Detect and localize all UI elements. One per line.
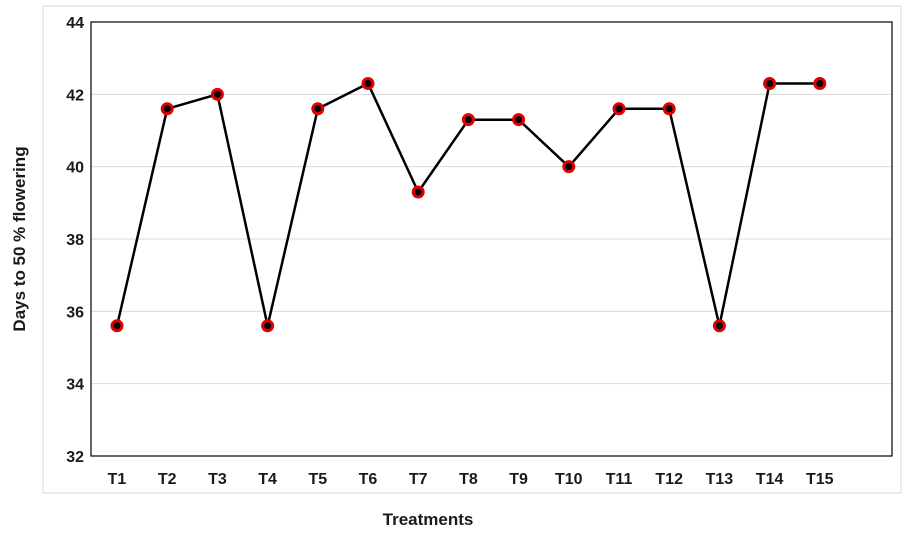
x-tick-label: T5 [308, 471, 327, 488]
y-tick-label: 32 [66, 449, 84, 466]
data-point [311, 102, 325, 116]
x-tick-label: T7 [409, 471, 428, 488]
data-point [210, 87, 224, 101]
y-tick-label: 36 [66, 304, 84, 321]
x-tick-label: T4 [258, 471, 277, 488]
x-axis-title: Treatments [383, 510, 474, 529]
x-tick-label: T6 [359, 471, 378, 488]
y-tick-label: 34 [66, 377, 84, 394]
x-tick-label: T15 [806, 471, 834, 488]
x-tick-label: T8 [459, 471, 478, 488]
data-point [712, 319, 726, 333]
data-point [763, 76, 777, 90]
y-tick-label: 38 [66, 232, 84, 249]
y-tick-label: 42 [66, 87, 84, 104]
x-tick-label: T2 [158, 471, 177, 488]
data-point [461, 113, 475, 127]
y-tick-label: 40 [66, 160, 84, 177]
x-tick-label: T11 [606, 471, 633, 488]
series-layer [110, 76, 827, 333]
data-point [160, 102, 174, 116]
data-point [361, 76, 375, 90]
data-point [512, 113, 526, 127]
x-axis-ticks: T1 T2 T3 T4 T5 T6 T7 T8 T9 T10 T11 T12 T13 T14 T15 [108, 471, 834, 488]
y-axis-title: Days to 50 % flowering [10, 146, 29, 331]
data-point [662, 102, 676, 116]
data-point [411, 185, 425, 199]
data-point [813, 76, 827, 90]
chart-area-border [42, 5, 902, 494]
data-point [562, 160, 576, 174]
gridlines [91, 93, 892, 385]
x-tick-label: T13 [706, 471, 734, 488]
data-point [612, 102, 626, 116]
x-tick-label: T9 [509, 471, 528, 488]
data-point [110, 319, 124, 333]
plot-area-frame [90, 21, 893, 457]
x-tick-label: T12 [655, 471, 683, 488]
y-axis-ticks: 32 34 36 38 40 42 44 [66, 15, 84, 466]
x-tick-label: T14 [756, 471, 784, 488]
x-tick-label: T1 [108, 471, 127, 488]
x-tick-label: T3 [208, 471, 227, 488]
y-tick-label: 44 [66, 15, 84, 32]
data-point [261, 319, 275, 333]
x-tick-label: T10 [555, 471, 583, 488]
